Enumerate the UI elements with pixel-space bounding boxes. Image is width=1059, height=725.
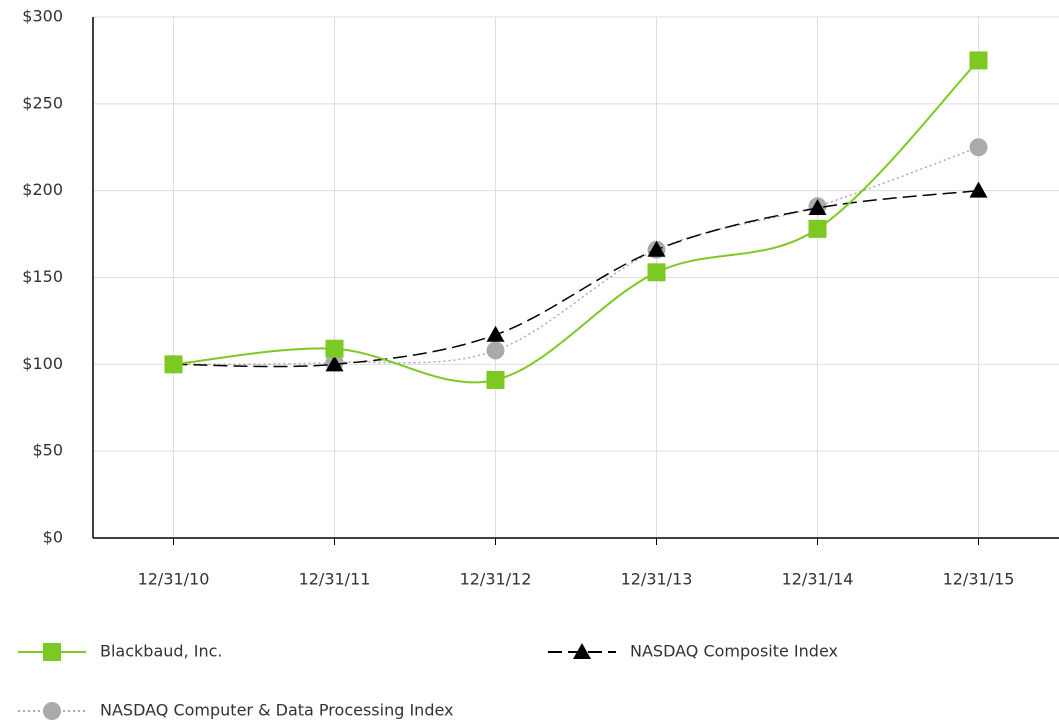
data-point [969,51,988,70]
data-point [808,219,827,238]
data-point [325,339,344,358]
x-tick-label: 12/31/14 [782,570,854,589]
series-line [173,59,980,384]
data-point [164,355,183,374]
y-tick-label: $100 [22,354,63,373]
data-point [486,325,505,342]
legend-label: Blackbaud, Inc. [100,642,222,661]
y-tick-label: $50 [32,441,63,460]
series-line [173,189,979,368]
data-point [325,355,344,372]
series-line [173,146,979,366]
x-tick-label: 12/31/13 [621,570,693,589]
data-point [647,263,666,282]
x-tick-label: 12/31/11 [299,570,371,589]
y-tick-label: $150 [22,267,63,286]
data-point [969,181,988,198]
x-tick-label: 12/31/12 [460,570,532,589]
legend-label: NASDAQ Computer & Data Processing Index [100,701,454,720]
y-tick-label: $250 [22,93,63,112]
data-point [486,341,505,360]
x-tick-label: 12/31/15 [943,570,1015,589]
legend-label: NASDAQ Composite Index [630,642,838,661]
y-tick-label: $200 [22,180,63,199]
data-point [486,370,505,389]
data-point [808,199,827,216]
legend-marker [43,643,61,661]
legend-marker [43,702,61,720]
data-point [969,138,988,157]
data-point [647,240,666,257]
x-tick-label: 12/31/10 [138,570,210,589]
y-tick-label: $0 [43,528,63,547]
legend-marker [573,643,591,659]
y-tick-label: $300 [22,7,63,26]
